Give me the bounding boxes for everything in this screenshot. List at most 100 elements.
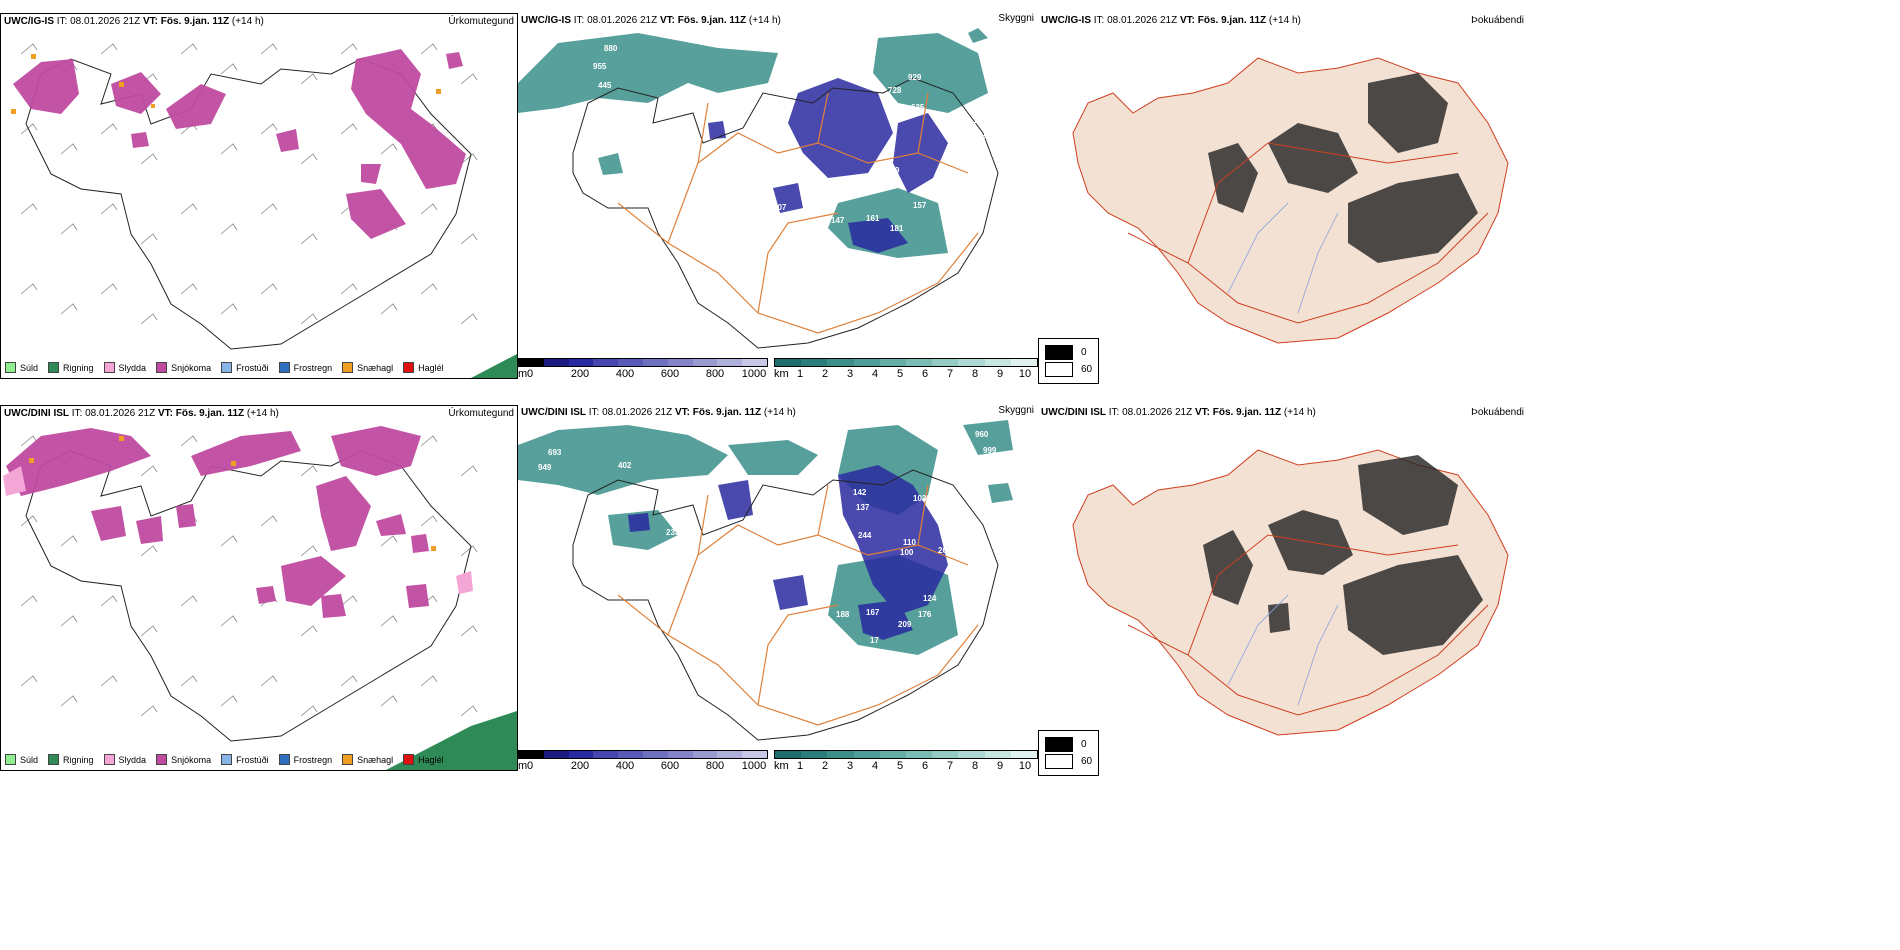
ramp-step — [543, 359, 569, 366]
roads — [617, 484, 979, 726]
fog-rivers — [1227, 202, 1339, 314]
ramp-step — [692, 359, 718, 366]
ramp-step — [642, 359, 668, 366]
vis-m-scale: m 0 200 400 600 800 1000 — [518, 750, 768, 773]
vis-label: 17 — [870, 636, 879, 645]
vis-label: 244 — [858, 531, 872, 540]
vis-km-ticks: km 1 2 3 4 5 6 7 8 9 10 — [774, 760, 1032, 772]
ramp-step — [775, 751, 802, 758]
panel-title: Úrkomutegund — [448, 408, 514, 419]
legend-swatch — [5, 362, 16, 373]
rain-corner — [386, 711, 517, 770]
vis-label: 103 — [913, 494, 927, 503]
legend-swatch — [48, 362, 60, 373]
legend-swatch — [156, 362, 168, 373]
ramp-step — [801, 359, 828, 366]
vis-label: 445 — [598, 81, 612, 90]
panel-header: UWC/DINI ISL IT: 08.01.2026 21Z VT: Fös.… — [1041, 407, 1316, 418]
ramp-step — [958, 751, 985, 758]
fog-shading — [1203, 455, 1483, 655]
ramp-step — [879, 359, 907, 366]
ramp-step — [568, 751, 594, 758]
panel-header: UWC/IG-IS IT: 08.01.2026 21Z VT: Fös. 9.… — [521, 15, 781, 26]
vis-label: 137 — [856, 503, 870, 512]
visibility-map-top: 880 955 445 796 929 635 709 728 127 107 … — [518, 28, 999, 349]
iceland-outline — [25, 450, 472, 742]
precip-type-panel-bottom: UWC/DINI ISL IT: 08.01.2026 21Z VT: Fös.… — [0, 405, 518, 771]
vis-label: 181 — [890, 224, 904, 233]
vis-label: 209 — [898, 620, 912, 629]
legend-swatch — [156, 754, 168, 765]
vis-label: 161 — [866, 214, 880, 223]
ramp-step — [984, 359, 1011, 366]
blue-areas — [628, 465, 948, 640]
vis-label: 176 — [918, 610, 932, 619]
visibility-map-bottom: 693 949 402 233 345 441 142 137 103 110 … — [518, 420, 1013, 741]
vis-km-scale: km 1 2 3 4 5 6 7 8 9 10 — [774, 750, 1038, 773]
legend-item: Súld — [5, 754, 38, 765]
fog-legend: 0 60 — [1038, 730, 1100, 776]
ramp-step — [742, 359, 767, 366]
ramp-step — [568, 359, 594, 366]
legend-swatch — [278, 362, 290, 373]
legend-swatch — [48, 754, 60, 765]
precip-legend: Súld Rigning Slydda Snjókoma Frostúði Fr… — [5, 362, 444, 373]
vis-label: 167 — [866, 608, 880, 617]
legend-item: Rigning — [48, 362, 94, 373]
ramp-step — [827, 751, 854, 758]
vis-label: 127 — [973, 134, 987, 143]
ramp-step — [801, 751, 828, 758]
legend-swatch — [103, 362, 115, 373]
ramp-step — [879, 751, 907, 758]
ramp-step — [692, 751, 718, 758]
vis-label: 441 — [828, 496, 842, 505]
ramp-step — [642, 751, 668, 758]
ramp-step — [984, 751, 1011, 758]
precip-type-panel-top: UWC/IG-IS IT: 08.01.2026 21Z VT: Fös. 9.… — [0, 13, 518, 379]
legend-item: Snæhagl — [342, 362, 393, 373]
legend-item: Slydda — [103, 362, 146, 373]
snow-areas — [13, 49, 466, 239]
vis-label: 960 — [975, 430, 989, 439]
legend-item: Snæhagl — [342, 754, 393, 765]
ramp-step — [717, 359, 743, 366]
vis-label: 796 — [694, 96, 708, 105]
fog-panel-bottom: UWC/DINI ISL IT: 08.01.2026 21Z VT: Fös.… — [1038, 405, 1538, 776]
vis-m-ramp — [518, 750, 768, 759]
vis-m-ticks: m 0 200 400 600 800 1000 — [518, 760, 767, 772]
vis-label: 635 — [911, 103, 925, 112]
legend-item: Frostúði — [221, 754, 269, 765]
fog-legend: 0 60 — [1038, 338, 1100, 384]
vis-label: 195 — [973, 116, 987, 125]
panel-title: Úrkomutegund — [448, 16, 514, 27]
ramp-step — [906, 751, 933, 758]
ramp-step — [593, 751, 619, 758]
vis-km-ticks: km 1 2 3 4 5 6 7 8 9 10 — [774, 368, 1032, 380]
ramp-step — [618, 359, 643, 366]
legend-swatch — [403, 754, 415, 765]
legend-item: Haglél — [403, 754, 444, 765]
ramp-step — [932, 751, 959, 758]
legend-item: Haglél — [403, 362, 444, 373]
ramp-step — [717, 751, 743, 758]
vis-label: 402 — [618, 461, 632, 470]
precip-map-top — [11, 43, 517, 378]
panel-header: UWC/DINI ISL IT: 08.01.2026 21Z VT: Fös.… — [521, 407, 796, 418]
panel-header: UWC/IG-IS IT: 08.01.2026 21Z VT: Fös. 9.… — [4, 16, 264, 27]
snow-areas — [6, 426, 429, 618]
vis-km-scale: km 1 2 3 4 5 6 7 8 9 10 — [774, 358, 1038, 381]
vis-label: 188 — [836, 610, 850, 619]
ramp-step — [827, 359, 854, 366]
legend-swatch — [221, 362, 233, 373]
fog-swatch — [1045, 362, 1073, 377]
vis-label: 110 — [903, 538, 916, 547]
ramp-step — [1010, 359, 1038, 366]
roads — [617, 92, 979, 334]
visibility-values: 693 949 402 233 345 441 142 137 103 110 … — [538, 430, 997, 645]
panel-title: Þokuábendi — [1471, 15, 1524, 26]
vis-label: 147 — [831, 216, 845, 225]
vis-label: 949 — [538, 463, 552, 472]
ramp-step — [742, 751, 767, 758]
vis-label: 955 — [593, 62, 607, 71]
ramp-step — [958, 359, 985, 366]
